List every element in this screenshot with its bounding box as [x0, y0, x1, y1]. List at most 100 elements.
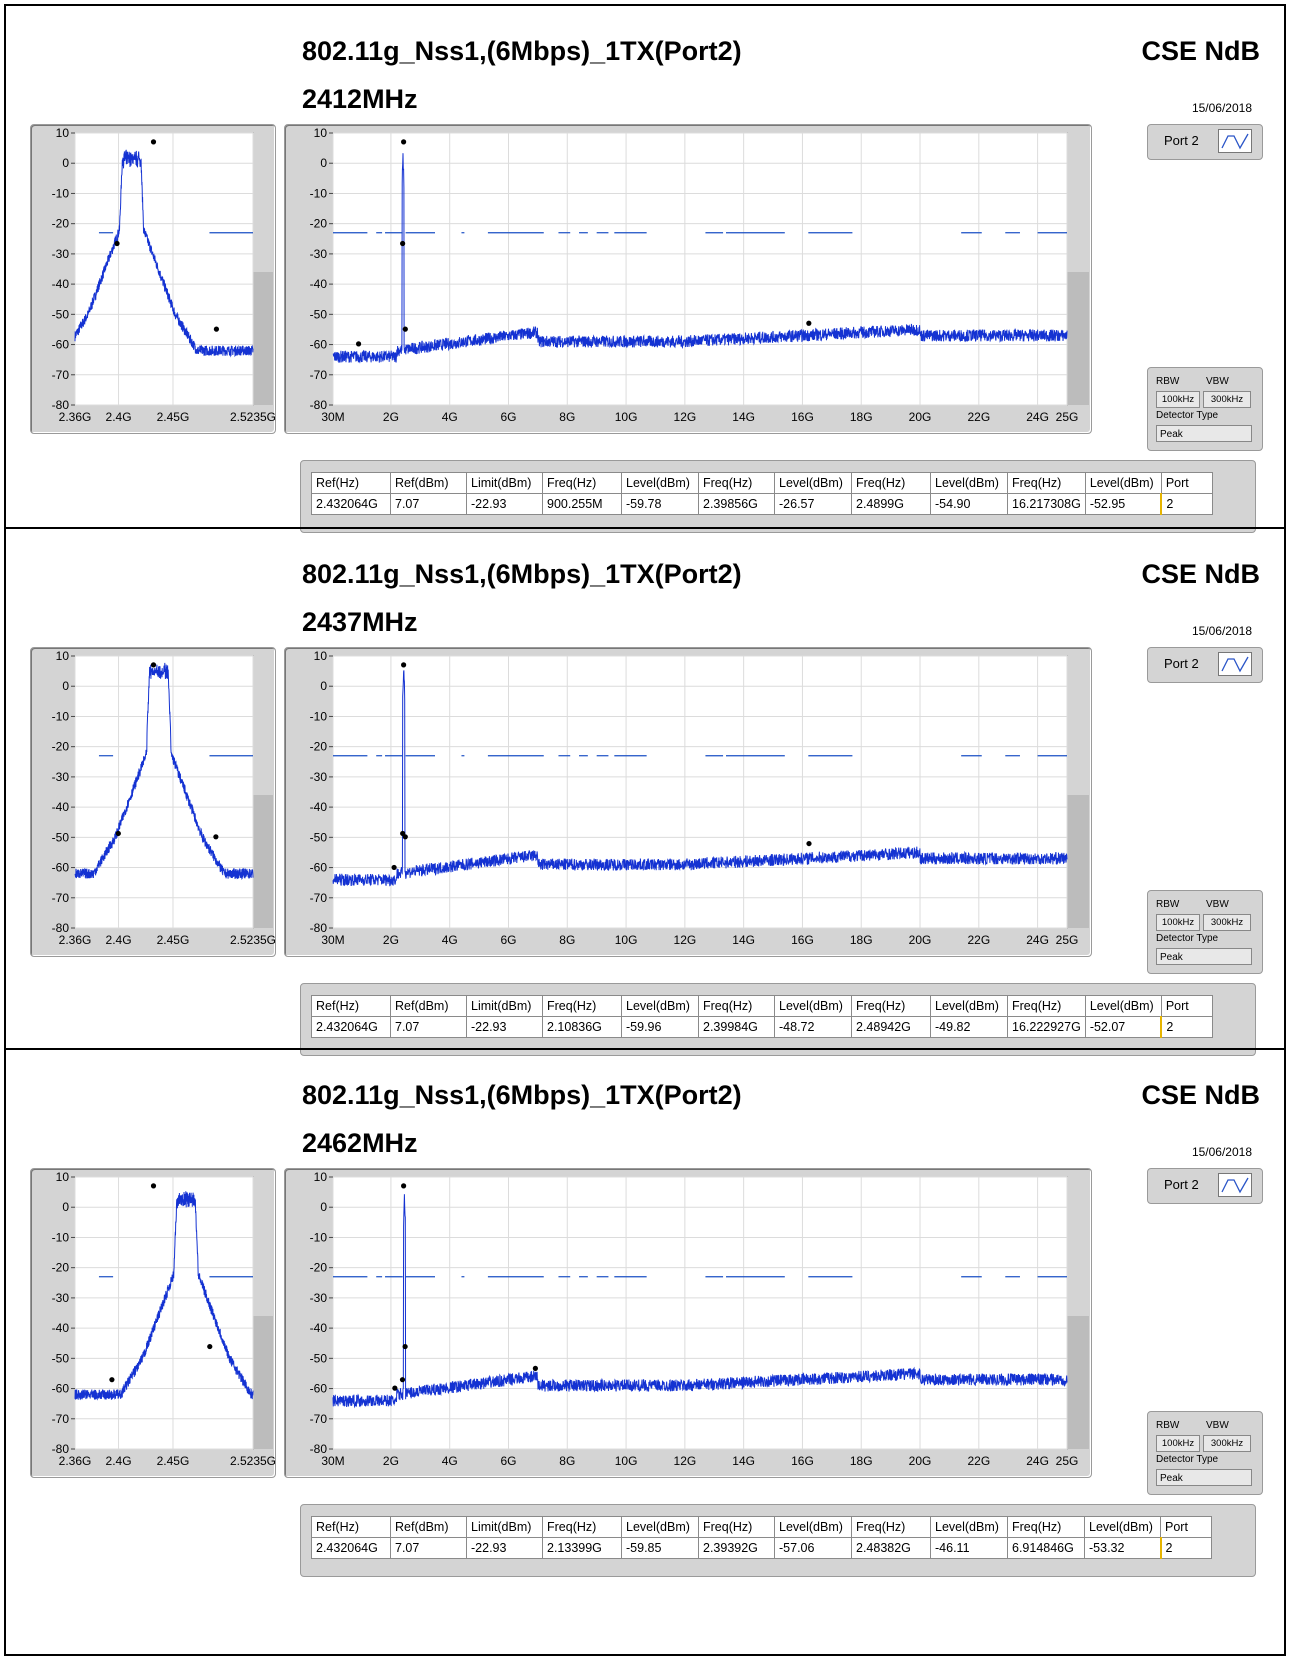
x-tick-label: 18G	[850, 1454, 873, 1468]
rbw-label: RBW	[1156, 1420, 1180, 1431]
column-header: Freq(Hz)	[851, 995, 931, 1017]
trace-icon[interactable]	[1218, 652, 1252, 676]
brand-label: CSE NdB	[1141, 36, 1260, 66]
column-header: Port	[1160, 1516, 1212, 1538]
test-title: 802.11g_Nss1,(6Mbps)_1TX(Port2)	[302, 559, 742, 589]
y-tick-label: -70	[310, 368, 328, 382]
vbw-label: VBW	[1206, 376, 1229, 387]
zoom-spectrum-chart: 10 0 -10 -20 -30 -40 -50 -60 -70 -802.36G 2.4G 2.45…	[52, 1170, 275, 1468]
x-tick-label: 14G	[732, 1454, 755, 1468]
column-header: Level(dBm)	[1084, 1516, 1161, 1538]
column-header: Ref(dBm)	[390, 995, 467, 1017]
y-tick-label: -20	[52, 217, 70, 231]
x-tick-label: 6G	[500, 1454, 516, 1468]
column-header: Limit(dBm)	[466, 995, 543, 1017]
x-tick-label: 24G	[1026, 410, 1049, 424]
spectrum-trace	[332, 670, 1068, 887]
channel-frequency: 2462MHz	[302, 1128, 418, 1158]
table-cell: 7.07	[390, 1537, 467, 1559]
x-tick-label: 14G	[732, 410, 755, 424]
y-tick-label: -30	[52, 1291, 70, 1305]
table-cell: -59.96	[621, 1016, 699, 1038]
gridlines	[74, 655, 254, 929]
table-cell: 6.914846G	[1007, 1537, 1085, 1559]
plot-area	[332, 1176, 1068, 1450]
y-tick-label: 0	[320, 679, 327, 693]
column-header: Freq(Hz)	[542, 1516, 622, 1538]
marker-table-panel: Ref(Hz) Ref(dBm) Limit(dBm) Freq(Hz) Level(d…	[300, 1504, 1256, 1577]
x-tick-label: 8G	[559, 410, 575, 424]
y-tick-label: -40	[52, 1321, 70, 1335]
y-tick-label: 0	[62, 1200, 69, 1214]
spectrum-trace	[332, 1194, 1068, 1409]
y-tick-label: 0	[62, 679, 69, 693]
marker-point	[213, 834, 219, 840]
x-tick-label: 2.36G	[59, 410, 92, 424]
x-tick-label: 8G	[559, 933, 575, 947]
table-cell: 2	[1160, 493, 1213, 515]
report-date: 15/06/2018	[1191, 624, 1252, 638]
y-tick-label: -40	[310, 800, 328, 814]
x-tick-label: 22G	[967, 410, 990, 424]
x-tick-label: 10G	[615, 410, 638, 424]
column-header: Level(dBm)	[930, 472, 1008, 494]
detector-type-value: Peak	[1156, 425, 1252, 442]
table-cell: -53.32	[1084, 1537, 1161, 1559]
x-tick-label: 2G	[383, 1454, 399, 1468]
y-tick-label: -80	[310, 1442, 328, 1456]
plot-area	[332, 655, 1068, 929]
x-tick-label: 2.5235G	[230, 933, 275, 947]
port-selector[interactable]: Port 2	[1147, 647, 1263, 683]
rbw-value: 100kHz	[1156, 914, 1200, 931]
y-tick-label: -50	[310, 1351, 328, 1365]
vbw-value: 300kHz	[1203, 1435, 1251, 1452]
plot-area	[332, 132, 1068, 406]
column-header: Freq(Hz)	[542, 472, 622, 494]
column-header: Level(dBm)	[930, 995, 1008, 1017]
marker-table-header: Ref(Hz) Ref(dBm) Limit(dBm) Freq(Hz) Level(d…	[311, 995, 1213, 1017]
zoom-chart-panel: 10 0 -10 -20 -30 -40 -50 -60 -70 -80 2.36G 2.4G 2.45…	[30, 647, 276, 957]
x-tick-label: 4G	[442, 1454, 458, 1468]
marker-point	[355, 341, 362, 347]
y-tick-label: -70	[52, 1412, 70, 1426]
measurement-settings: RBW VBW 100kHz 300kHz Detector Type Peak	[1147, 890, 1263, 974]
y-tick-label: -50	[52, 1351, 70, 1365]
table-cell: -59.85	[621, 1537, 699, 1559]
marker-point	[401, 662, 407, 668]
x-tick-label: 6G	[500, 933, 516, 947]
port-label: Port 2	[1164, 1177, 1199, 1192]
column-header: Freq(Hz)	[851, 1516, 931, 1538]
y-tick-label: -80	[52, 921, 70, 935]
marker-point	[150, 1183, 157, 1189]
table-cell: -52.95	[1084, 493, 1162, 515]
y-tick-label: -40	[52, 800, 70, 814]
x-tick-label: 12G	[674, 410, 697, 424]
x-tick-label: 2.4G	[106, 1454, 132, 1468]
port-selector[interactable]: Port 2	[1147, 1168, 1263, 1204]
column-header: Level(dBm)	[1084, 472, 1162, 494]
column-header: Freq(Hz)	[698, 472, 775, 494]
marker-point	[806, 840, 812, 847]
table-cell: 2.432064G	[311, 1537, 391, 1559]
y-tick-label: 0	[62, 156, 69, 170]
table-cell: 2.432064G	[311, 1016, 391, 1038]
marker-point	[391, 864, 397, 871]
trace-icon[interactable]	[1218, 129, 1252, 153]
marker-point	[806, 320, 812, 326]
x-tick-label: 2.36G	[59, 933, 92, 947]
table-cell: 2	[1159, 1537, 1212, 1559]
y-tick-label: -60	[310, 338, 328, 352]
column-header: Ref(Hz)	[311, 995, 391, 1017]
x-tick-label: 24G	[1026, 1454, 1049, 1468]
trace-icon[interactable]	[1218, 1173, 1252, 1197]
x-tick-label: 25G	[1056, 410, 1079, 424]
table-cell: -49.82	[930, 1016, 1008, 1038]
x-tick-label: 2.45G	[157, 933, 190, 947]
report-page: 802.11g_Nss1,(6Mbps)_1TX(Port2) CSE NdB …	[4, 4, 1286, 1656]
y-tick-label: -50	[310, 830, 328, 844]
table-cell: 2	[1160, 1016, 1213, 1038]
table-cell: 7.07	[390, 1016, 467, 1038]
port-selector[interactable]: Port 2	[1147, 124, 1263, 160]
table-cell: -26.57	[774, 493, 852, 515]
